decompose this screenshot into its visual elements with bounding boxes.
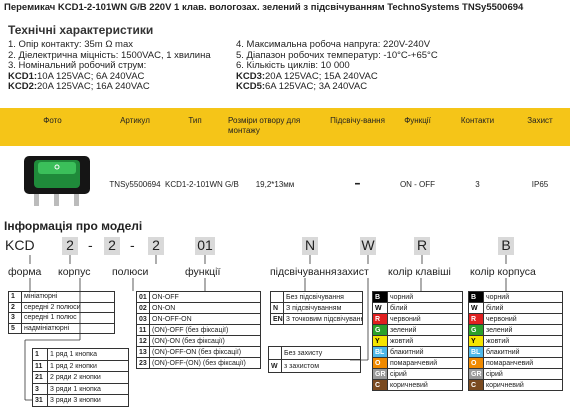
code-label: захист <box>337 266 369 278</box>
spec-value: 10A 125VAC; 6A 240VAC <box>37 70 145 82</box>
code-label: підсвічування <box>270 266 337 278</box>
table-key: C <box>468 379 484 391</box>
table-header: Підсвічу-вання <box>330 116 385 125</box>
code-box <box>195 237 215 255</box>
table-text: коричневий <box>483 379 563 391</box>
code-label: форма <box>8 266 42 278</box>
table-key <box>268 346 282 360</box>
code-part: KCD <box>5 237 35 253</box>
table-cell: ON - OFF <box>399 180 436 189</box>
table-text: 3 точковим підсвічуванням <box>283 313 363 325</box>
spec-value: 20A 125VAC; 16A 240VAC <box>37 81 150 92</box>
table-text: надмініатюрні <box>21 322 115 334</box>
code-part: 2 <box>152 237 160 253</box>
table-header: Контакти <box>460 116 495 125</box>
product-photo <box>24 156 90 206</box>
code-box <box>302 237 318 255</box>
table-text: з захистом <box>281 359 361 373</box>
code-part: 2 <box>66 237 74 253</box>
spec-line: 6. Кількість циклів: 10 000 <box>236 60 350 71</box>
code-box <box>104 237 120 255</box>
code-box <box>62 237 78 255</box>
code-part: N <box>304 237 316 253</box>
table-key: C <box>372 379 388 391</box>
table-cell: TNSy5500694 <box>109 180 161 189</box>
table-text: Без захисту <box>281 346 361 360</box>
table-text: коричневий <box>387 379 463 391</box>
model-heading: Інформація про моделі <box>4 219 143 233</box>
table-key: EN <box>270 313 284 325</box>
table-text: 3 ряди 3 кнопки <box>47 394 129 407</box>
code-box <box>148 237 164 255</box>
code-label: функції <box>185 266 221 278</box>
table-cell: 3 <box>475 180 480 189</box>
table-key: W <box>268 359 282 373</box>
spec-value: 6A 125VAC; 3A 240VAC <box>265 81 368 92</box>
table-header: Захист <box>527 116 553 125</box>
table-text: (ON)-OFF-(ON) (без фіксації) <box>149 357 261 369</box>
table-header: Функції <box>404 116 431 125</box>
code-part: W <box>361 237 375 253</box>
table-header: Розміри отвору для монтажу <box>228 116 301 135</box>
code-part: 01 <box>197 237 213 253</box>
title: Перемикач KCD1-2-101WN G/B 220V 1 клав. … <box>4 2 524 13</box>
spec-label: KCD1: <box>8 70 38 82</box>
spec-label: KCD3: <box>236 70 266 82</box>
code-box <box>498 237 514 255</box>
spec-line: 5. Діапазон робочих температур: -10°C-+6… <box>236 49 438 61</box>
code-box <box>414 237 430 255</box>
code-part: 2 <box>108 237 116 253</box>
table-cell: - <box>354 172 361 194</box>
code-label: колір корпуса <box>470 266 536 278</box>
table-cell: IP65 <box>531 180 549 189</box>
spec-label: KCD2: <box>8 81 38 92</box>
table-header-band <box>0 108 570 146</box>
table-cell: 19,2*13мм <box>255 180 295 189</box>
code-label: полюси <box>112 266 149 278</box>
table-cell: KCD1-2-101WN G/B <box>165 180 239 189</box>
table-key: 31 <box>32 394 48 407</box>
table-key: 5 <box>8 322 22 334</box>
table-key: 23 <box>136 357 150 369</box>
table-header: Тип <box>188 116 202 125</box>
code-label: колір клавіші <box>388 266 451 278</box>
heading: Технічні характеристики <box>8 23 154 37</box>
code-label: корпус <box>58 266 91 278</box>
code-part: - <box>130 237 135 253</box>
spec-line: 1. Опір контакту: 35m Ω max <box>8 39 134 50</box>
spec-line: 2. Діелектрична міцність: 1500VAC, 1 хви… <box>8 49 211 61</box>
code-part: R <box>416 237 428 253</box>
table-header: Артикул <box>120 116 150 125</box>
spec-line: 4. Максимальна робоча напруга: 220V-240V <box>236 39 431 50</box>
spec-value: 20A 125VAC; 15A 240VAC <box>265 70 378 82</box>
code-part: B <box>501 237 511 253</box>
code-part: - <box>88 237 93 253</box>
code-box <box>360 237 376 255</box>
spec-label: KCD5: <box>236 81 266 92</box>
table-header: Фото <box>43 116 62 125</box>
spec-line: 3. Номінальний робочий струм: <box>8 60 147 71</box>
